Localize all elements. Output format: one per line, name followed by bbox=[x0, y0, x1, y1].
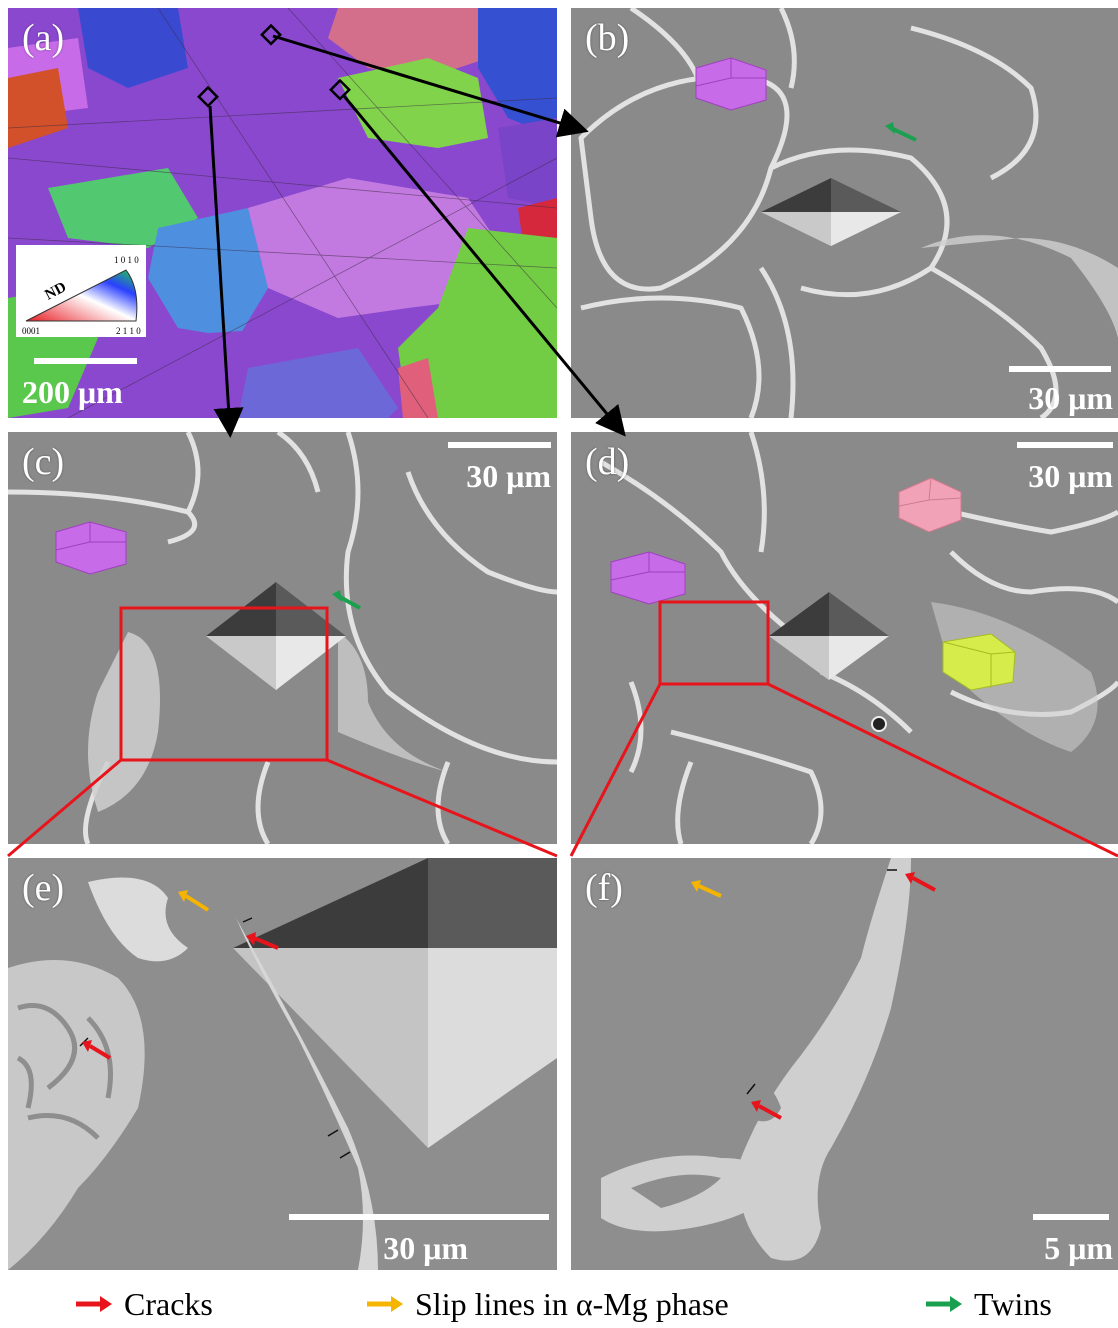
panel-a-scalebar bbox=[34, 358, 137, 364]
panel-c-scalebar bbox=[448, 442, 551, 448]
crack-arrow-f1 bbox=[912, 876, 936, 892]
grain-red bbox=[8, 68, 68, 148]
panel-d-scalebar bbox=[1017, 442, 1113, 448]
legend-slip-lines-label: Slip lines in α-Mg phase bbox=[415, 1285, 729, 1322]
yellow-arrow-icon bbox=[367, 1296, 403, 1312]
panel-f-label: (f) bbox=[585, 867, 623, 909]
panel-f-microstructure bbox=[601, 858, 936, 1261]
panel-e-sem-zoom: (e) 30 μm bbox=[8, 858, 557, 1270]
legend-twins-label: Twins bbox=[974, 1285, 1052, 1322]
crystal-icon-magenta bbox=[695, 57, 767, 111]
panel-d-label: (d) bbox=[585, 441, 630, 483]
legend-cracks-label: Cracks bbox=[124, 1285, 213, 1322]
legend-cracks: Cracks bbox=[74, 1282, 213, 1326]
panel-d-scale-text: 30 μm bbox=[1028, 458, 1113, 494]
panel-a-ebsd-map: ND 0001 2 1 1 0 1 0 1 0 (a) 200 μm bbox=[8, 8, 557, 418]
twin-arrow-c bbox=[337, 594, 361, 610]
panel-e-scale-text: 30 μm bbox=[383, 1230, 468, 1266]
crystal-icon-magenta-d bbox=[610, 551, 686, 605]
crack-markers-f bbox=[746, 869, 897, 1095]
panel-c-sem: (c) 30 μm bbox=[8, 432, 557, 844]
crack-arrow-e2 bbox=[88, 1044, 112, 1060]
panel-b-sem: (b) 30 μm bbox=[571, 8, 1118, 418]
panel-c-label: (c) bbox=[22, 441, 65, 483]
ipf-triangle bbox=[25, 269, 138, 322]
panel-a-label: (a) bbox=[22, 17, 65, 59]
legend-slip-lines: Slip lines in α-Mg phase bbox=[365, 1282, 729, 1326]
panel-f-sem-zoom: (f) 5 μm bbox=[571, 858, 1118, 1270]
panel-a-scale-text: 200 μm bbox=[22, 374, 123, 410]
panel-e-scalebar bbox=[289, 1214, 549, 1220]
panel-b-label: (b) bbox=[585, 17, 630, 59]
ipf-key-corner-2110: 2 1 1 0 bbox=[116, 326, 141, 336]
panel-f-scale-text: 5 μm bbox=[1044, 1230, 1113, 1266]
green-arrow-icon bbox=[926, 1296, 962, 1312]
panel-c-scale-text: 30 μm bbox=[466, 458, 551, 494]
grain-lightblue bbox=[148, 208, 268, 338]
grain-blue bbox=[78, 8, 188, 88]
panel-c-microstructure bbox=[8, 432, 557, 844]
zoom-box-d bbox=[658, 600, 770, 686]
twin-arrow-b bbox=[890, 126, 917, 142]
zoom-box-c bbox=[119, 606, 329, 762]
slip-arrow-e bbox=[184, 894, 210, 912]
crack-arrow-e1 bbox=[253, 936, 279, 950]
crack-arrow-f2 bbox=[758, 1104, 782, 1120]
ipf-key-corner-1010: 1 0 1 0 bbox=[114, 255, 139, 265]
panel-b-scale-text: 30 μm bbox=[1028, 380, 1113, 416]
panel-b-scalebar bbox=[1009, 366, 1111, 372]
crystal-icon-magenta-c bbox=[55, 521, 127, 575]
slip-arrow-f bbox=[698, 884, 722, 898]
ipf-grain-map: ND 0001 2 1 1 0 1 0 1 0 bbox=[8, 8, 557, 418]
panel-e-label: (e) bbox=[22, 867, 65, 909]
red-arrow-icon bbox=[76, 1296, 112, 1312]
panel-f-scalebar bbox=[1033, 1214, 1109, 1220]
panel-b-microstructure bbox=[578, 8, 1118, 418]
marker-c bbox=[197, 85, 219, 108]
crystal-icon-pink bbox=[898, 477, 962, 533]
ipf-key-corner-0001: 0001 bbox=[22, 326, 40, 336]
panel-d-sem: (d) 30 μm bbox=[571, 432, 1118, 844]
legend-twins: Twins bbox=[924, 1282, 1052, 1326]
crystal-icon-yellow bbox=[942, 633, 1016, 691]
panel-e-microstructure bbox=[8, 858, 557, 1270]
